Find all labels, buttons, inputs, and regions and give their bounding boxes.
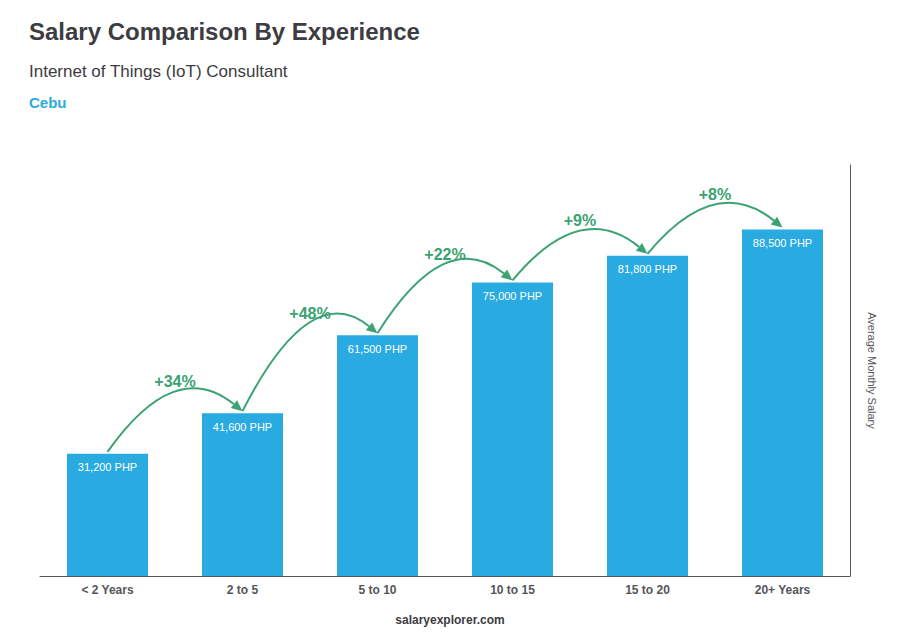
svg-text:20+ Years: 20+ Years (755, 583, 811, 597)
svg-text:+34%: +34% (154, 373, 195, 390)
svg-text:< 2 Years: < 2 Years (81, 583, 133, 597)
svg-text:75,000 PHP: 75,000 PHP (483, 290, 542, 302)
svg-text:+9%: +9% (564, 212, 596, 229)
svg-text:61,500 PHP: 61,500 PHP (348, 343, 407, 355)
svg-text:+22%: +22% (424, 246, 465, 263)
svg-text:Salary Comparison By Experienc: Salary Comparison By Experience (29, 18, 420, 45)
svg-text:salaryexplorer.com: salaryexplorer.com (395, 613, 504, 627)
svg-text:41,600 PHP: 41,600 PHP (213, 421, 272, 433)
svg-text:5 to 10: 5 to 10 (358, 583, 396, 597)
svg-text:15 to 20: 15 to 20 (625, 583, 670, 597)
svg-text:Internet of Things (IoT) Consu: Internet of Things (IoT) Consultant (29, 62, 288, 81)
svg-text:+48%: +48% (289, 305, 330, 322)
svg-text:31,200 PHP: 31,200 PHP (78, 461, 137, 473)
svg-text:2 to 5: 2 to 5 (227, 583, 259, 597)
svg-text:Average Monthly Salary: Average Monthly Salary (866, 312, 878, 429)
svg-text:+8%: +8% (699, 186, 731, 203)
svg-text:Cebu: Cebu (29, 94, 67, 111)
svg-text:81,800 PHP: 81,800 PHP (618, 263, 677, 275)
svg-text:88,500 PHP: 88,500 PHP (753, 237, 812, 249)
svg-text:10 to 15: 10 to 15 (490, 583, 535, 597)
